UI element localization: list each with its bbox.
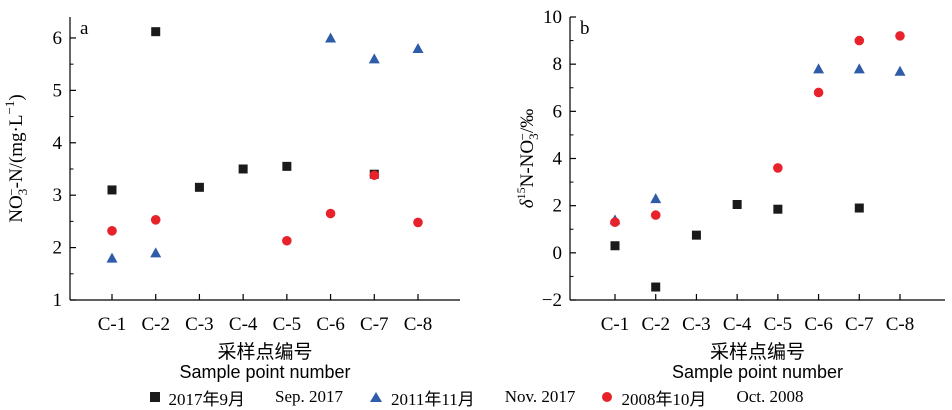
x-tick-label: C-2 [641,314,670,335]
legend-label-en: Nov. 2017 [504,387,576,406]
x-tick-label: C-3 [682,314,711,335]
y-tick-label: 6 [53,28,63,49]
legend-marker-circle-icon [602,392,613,402]
y-tick-label: 1 [53,290,63,311]
x-tick-label: C-5 [764,314,793,335]
x-tick-label: C-7 [845,314,874,335]
panel-a: 1 2 3 4 5 6 C-1 C-2 C-3 C-4 C-5 C-6 C-7 C-8 a 采样点编号Samp… [2,17,460,382]
y-tick-label: 5 [53,80,63,101]
point-oct2008-C-2 [650,210,661,220]
series-sep2017 [610,199,864,292]
panel-b: −2 0 2 4 6 8 10 C-1 C-2 C-3 C-4 C-5 C-6 C-7 C-8 b 采样点编号S… [514,7,945,382]
point-sep2017-C-1 [107,185,117,195]
y-tick-label: −2 [542,290,562,311]
legend-label-cn: 2008年10月 [621,389,707,409]
y-tick-label: 4 [53,133,63,154]
point-nov2011-C-8 [412,42,424,53]
legend-label-en: Oct. 2008 [736,387,804,406]
x-tick-label: C-7 [360,314,389,335]
point-sep2017-C-4 [732,199,742,209]
point-oct2008-C-2 [150,215,161,225]
point-nov2011-C-6 [325,32,337,43]
panel-label: a [80,18,89,39]
series-oct2008 [610,31,905,227]
point-nov2011-C-2 [650,193,662,204]
x-tick-label: C-4 [723,314,752,335]
legend-label-en: Sep. 2017 [275,387,343,406]
legend-label-cn: 2011年11月 [391,389,475,409]
point-nov2011-C-8 [894,65,906,76]
series-nov2011 [106,32,424,263]
y-tick-label: 4 [553,149,563,170]
point-sep2017-C-1 [610,241,620,251]
x-tick-label: C-1 [98,314,127,335]
point-oct2008-C-7 [854,35,865,46]
x-tick-label: C-5 [273,314,302,335]
axes: −2 0 2 4 6 8 10 C-1 C-2 C-3 C-4 C-5 C-6 C-7 C-8 [542,7,945,335]
point-oct2008-C-5 [282,235,292,246]
point-oct2008-C-5 [773,163,783,173]
x-tick-label: C-3 [185,314,214,335]
point-sep2017-C-5 [282,161,292,171]
legend-item-oct2008: 2008年10月 Oct. 2008 [601,385,803,410]
y-tick-label: 10 [543,7,562,28]
panel-label: b [580,18,590,39]
legend-item-nov2011: 2011年11月 Nov. 2017 [369,385,575,410]
series-nov2011 [609,63,906,225]
point-sep2017-C-3 [691,230,701,240]
series-sep2017 [107,27,379,195]
x-tick-label: C-1 [601,314,630,335]
x-tick-label: C-6 [316,314,345,335]
point-nov2011-C-2 [150,247,162,258]
y-tick-label: 6 [553,101,563,122]
x-tick-label: C-6 [804,314,833,335]
point-sep2017-C-2 [651,282,661,292]
point-sep2017-C-7 [854,203,864,213]
point-nov2011-C-7 [368,53,380,64]
point-oct2008-C-1 [107,226,117,236]
legend-item-sep2017: 2017年9月 Sep. 2017 [149,385,343,410]
point-oct2008-C-6 [813,87,824,98]
x-axis-title-en: Sample point number [179,362,350,382]
point-nov2011-C-6 [813,63,825,74]
x-axis-title-en: Sample point number [672,362,843,382]
point-sep2017-C-2 [151,27,161,37]
point-oct2008-C-7 [369,170,380,181]
point-oct2008-C-8 [895,31,905,41]
point-nov2011-C-1 [106,252,118,263]
legend-label-cn: 2017年9月 [168,389,246,409]
x-tick-label: C-8 [404,314,433,335]
legend: 2017年9月 Sep. 2017 2011年11月 Nov. 2017 200… [0,385,952,410]
point-oct2008-C-1 [610,217,620,227]
point-oct2008-C-6 [325,208,336,219]
y-tick-label: 3 [53,185,63,206]
axes: 1 2 3 4 5 6 C-1 C-2 C-3 C-4 C-5 C-6 C-7 C-8 [53,17,460,335]
y-tick-label: 0 [553,243,563,264]
x-tick-label: C-4 [229,314,258,335]
legend-marker-triangle-icon [370,392,382,402]
series-oct2008 [107,170,423,246]
point-nov2011-C-7 [853,63,865,74]
x-tick-label: C-8 [886,314,915,335]
y-tick-label: 8 [553,54,563,75]
x-tick-label: C-2 [141,314,170,335]
y-axis-title: NO3−-N/(mg·L−1) [2,94,30,222]
y-axis-title: δ15N-NO3−/‰ [514,109,541,208]
point-oct2008-C-8 [413,217,423,228]
point-sep2017-C-5 [773,204,783,214]
legend-marker-square-icon [149,392,160,402]
x-axis-title-cn: 采样点编号 [710,341,805,363]
x-axis-title-cn: 采样点编号 [217,341,312,363]
point-sep2017-C-3 [194,182,204,192]
y-tick-label: 2 [53,238,63,259]
point-sep2017-C-4 [238,164,248,174]
y-tick-label: 2 [553,196,563,217]
